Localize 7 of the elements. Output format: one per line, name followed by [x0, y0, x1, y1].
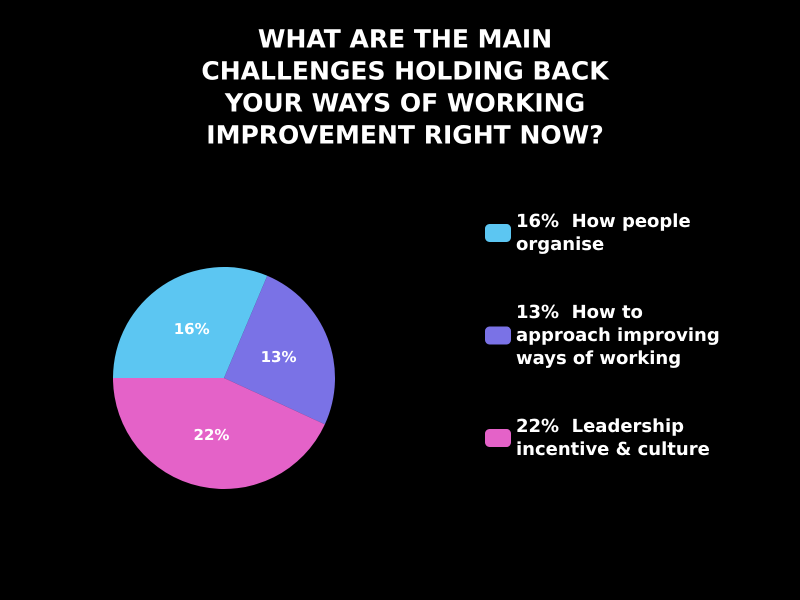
data-label: 16%: [174, 320, 210, 338]
data-label: 13%: [260, 348, 297, 366]
chart-title: WHAT ARE THE MAIN CHALLENGES HOLDING BACK YOUR WAYS OF WORKING IMPROVEMENT RIGHT NOW?: [201, 24, 610, 150]
legend-label: 13% How to approach improving ways of working: [516, 302, 726, 369]
data-label: 22%: [194, 426, 230, 444]
legend-label: 16% How people organise: [516, 211, 697, 255]
legend-label: 22% Leadership incentive & culture: [516, 416, 710, 460]
